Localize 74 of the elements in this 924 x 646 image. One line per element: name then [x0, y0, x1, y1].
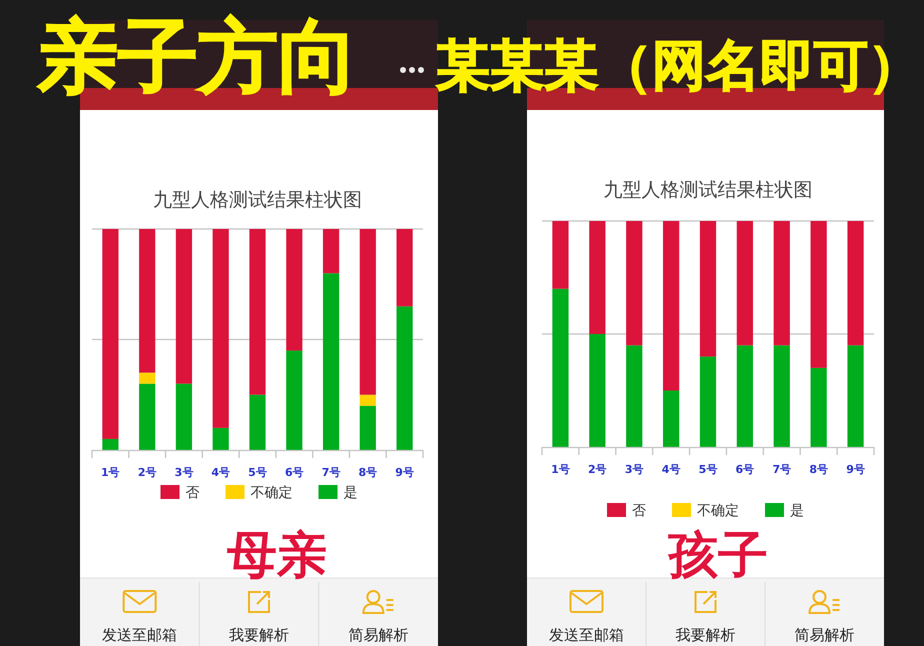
- bar: [249, 394, 266, 450]
- bar: [360, 406, 376, 450]
- x-tick-label: 7号: [772, 463, 792, 476]
- x-tick-label: 4号: [211, 466, 230, 479]
- bar: [212, 428, 229, 450]
- text: 母亲: [226, 526, 327, 584]
- bar: [176, 229, 192, 384]
- x-tick-label: 6号: [736, 463, 754, 476]
- text: 孩子: [667, 526, 768, 584]
- bar: [847, 221, 864, 346]
- bar: [176, 384, 192, 450]
- bar: [286, 350, 302, 450]
- x-tick-label: 7号: [322, 466, 340, 479]
- chart-title: 九型人格测试结果柱状图: [604, 179, 812, 201]
- x-tick-label: 6号: [284, 466, 304, 479]
- text: 简易解析: [348, 626, 408, 644]
- legend-label: 否: [632, 503, 646, 519]
- x-tick-label: 8号: [358, 466, 378, 479]
- legend-label: 不确定: [250, 485, 292, 501]
- chart-title: 九型人格测试结果柱状图: [153, 189, 362, 211]
- x-tick-label: 1号: [101, 466, 120, 479]
- bar: [552, 288, 569, 447]
- bar: [810, 221, 827, 368]
- x-tick-label: 2号: [138, 466, 156, 479]
- bar: [212, 229, 229, 428]
- bar: [139, 372, 156, 384]
- bar: [662, 390, 680, 447]
- text: 发送至邮箱: [549, 626, 624, 644]
- bar: [589, 334, 606, 447]
- bar: [552, 221, 569, 289]
- legend-label: 否: [186, 485, 200, 501]
- bar: [396, 229, 413, 306]
- bar: [774, 345, 790, 447]
- bar: [139, 384, 156, 450]
- bar: [774, 221, 790, 346]
- bar: [589, 221, 606, 334]
- x-tick-label: 9号: [395, 466, 414, 479]
- bar: [139, 229, 156, 373]
- bar: [249, 229, 266, 395]
- bar: [847, 345, 864, 447]
- bar: [102, 229, 118, 439]
- bar: [360, 229, 376, 395]
- bar: [626, 345, 642, 447]
- x-tick-label: 2号: [588, 463, 607, 476]
- x-tick-label: 5号: [698, 463, 718, 476]
- bar: [662, 221, 680, 390]
- x-tick-label: 9号: [846, 463, 865, 476]
- text: 某某某（网名即可）: [436, 34, 922, 97]
- bar: [736, 345, 754, 447]
- bar: [736, 221, 754, 346]
- bar: [102, 438, 118, 450]
- bar: [286, 229, 302, 351]
- bar: [700, 221, 716, 357]
- x-tick-label: 3号: [624, 463, 644, 476]
- text: 亲子方向: [37, 10, 358, 103]
- legend-label: 是: [344, 485, 358, 501]
- bar: [810, 368, 827, 447]
- text: 我要解析: [676, 626, 736, 644]
- legend-label: 是: [790, 503, 804, 519]
- bar: [700, 356, 716, 447]
- text: 简易解析: [794, 626, 854, 644]
- bar: [626, 221, 642, 346]
- x-tick-label: 8号: [809, 463, 828, 476]
- x-tick-label: 1号: [551, 463, 570, 476]
- text: 发送至邮箱: [102, 626, 178, 644]
- bar: [360, 394, 376, 406]
- legend-label: 不确定: [697, 503, 739, 519]
- text: 我要解析: [229, 626, 289, 644]
- bar: [322, 273, 340, 450]
- x-tick-label: 5号: [248, 466, 267, 479]
- x-tick-label: 3号: [174, 466, 194, 479]
- bar: [396, 306, 413, 450]
- x-tick-label: 4号: [662, 463, 680, 476]
- bar: [322, 229, 340, 274]
